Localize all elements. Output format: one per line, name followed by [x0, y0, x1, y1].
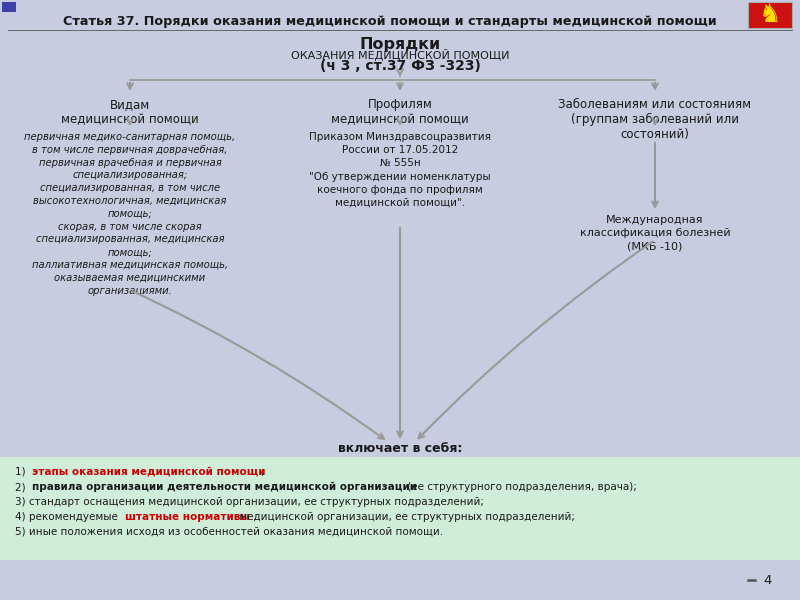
Text: 1): 1)	[15, 467, 29, 477]
Text: 4) рекомендуемые: 4) рекомендуемые	[15, 512, 121, 522]
Text: Профилям
медицинской помощи: Профилям медицинской помощи	[331, 98, 469, 126]
Bar	[0, 457, 800, 560]
Text: 3) стандарт оснащения медицинской организации, ее структурных подразделений;: 3) стандарт оснащения медицинской органи…	[15, 497, 484, 507]
Text: штатные нормативы: штатные нормативы	[125, 512, 250, 522]
Text: Порядки: Порядки	[359, 37, 441, 52]
Text: Заболеваниям или состояниям
(группам заболеваний или
состояний): Заболеваниям или состояниям (группам заб…	[558, 98, 751, 141]
Text: Приказом Минздравсоцразвития
России от 17.05.2012
№ 555н
"Об утверждении номенкл: Приказом Минздравсоцразвития России от 1…	[309, 132, 491, 208]
Text: Международная
классификация болезней
(МКБ -10): Международная классификация болезней (МК…	[580, 215, 730, 251]
Text: включает в себя:: включает в себя:	[338, 442, 462, 455]
Text: ♞: ♞	[759, 3, 781, 27]
Text: Видам
медицинской помощи: Видам медицинской помощи	[61, 98, 199, 126]
Text: Статья 37. Порядки оказания медицинской помощи и стандарты медицинской помощи: Статья 37. Порядки оказания медицинской …	[63, 14, 717, 28]
Bar	[748, 2, 792, 28]
Bar	[0, 560, 800, 600]
Text: этапы оказания медицинской помощи: этапы оказания медицинской помощи	[32, 467, 266, 477]
Text: (ч 3 , ст.37 ФЗ -323): (ч 3 , ст.37 ФЗ -323)	[319, 59, 481, 73]
Text: (ее структурного подразделения, врача);: (ее структурного подразделения, врача);	[404, 482, 637, 492]
Text: правила организации деятельности медицинской организации: правила организации деятельности медицин…	[32, 482, 417, 492]
Text: ;: ;	[260, 467, 264, 477]
Text: 5) иные положения исходя из особенностей оказания медицинской помощи.: 5) иные положения исходя из особенностей…	[15, 527, 443, 537]
Text: ОКАЗАНИЯ МЕДИЦИНСКОЙ ПОМОЩИ: ОКАЗАНИЯ МЕДИЦИНСКОЙ ПОМОЩИ	[290, 49, 510, 61]
Text: 2): 2)	[15, 482, 29, 492]
Bar	[0, 0, 800, 457]
Text: медицинской организации, ее структурных подразделений;: медицинской организации, ее структурных …	[236, 512, 575, 522]
Text: 4: 4	[764, 574, 772, 587]
Text: первичная медико-санитарная помощь,
в том числе первичная доврачебная,
первичная: первичная медико-санитарная помощь, в то…	[25, 132, 235, 296]
Bar	[2, 2, 16, 12]
